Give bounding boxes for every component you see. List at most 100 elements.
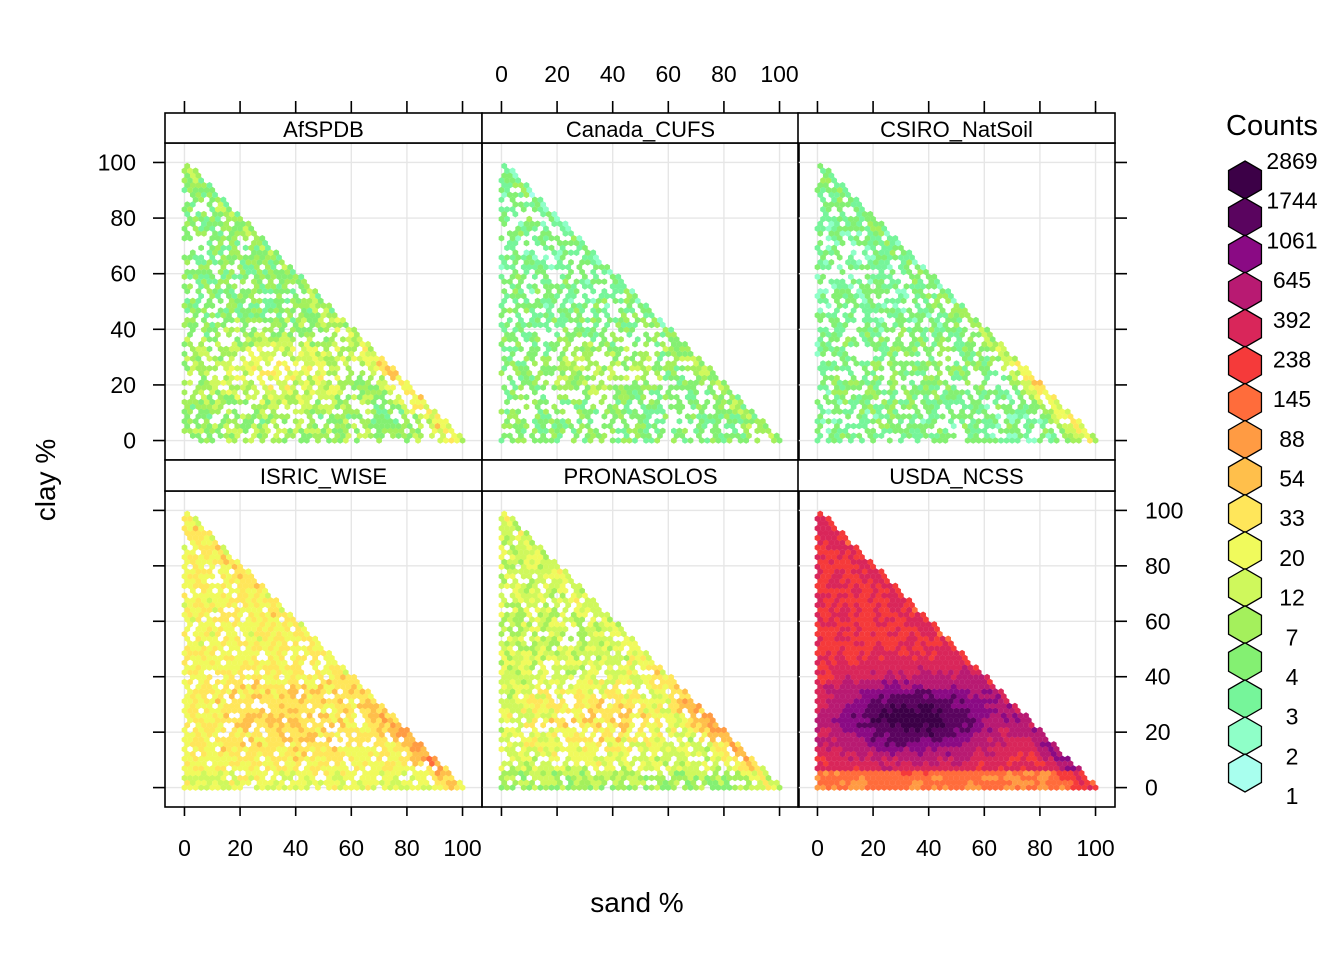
hexbin-cell	[856, 201, 863, 208]
hexbin-cell	[348, 408, 355, 415]
hexbin-cell	[290, 741, 296, 748]
hexbin-cell	[537, 234, 544, 242]
hexbin-cell	[292, 765, 299, 772]
hexbin-cell	[925, 273, 932, 281]
hexbin-cell	[315, 765, 321, 772]
hexbin-cell	[242, 225, 249, 232]
hexbin-cell	[228, 355, 235, 362]
hexbin-cell	[1045, 413, 1052, 420]
hexbin-cell	[256, 336, 263, 343]
hexbin-cell	[206, 393, 213, 401]
hexbin-cell	[845, 220, 851, 228]
hexbin-cell	[909, 331, 915, 338]
hexbin-cell	[984, 326, 990, 334]
hexbin-cell	[212, 220, 218, 228]
hexbin-cell	[814, 292, 821, 300]
hexbin-cell	[242, 437, 249, 444]
hexbin-cell	[309, 755, 316, 763]
hexbin-cell	[856, 210, 863, 218]
hexbin-cell	[612, 374, 619, 382]
hexbin-cell	[434, 779, 441, 787]
hexbin-cell	[914, 321, 921, 329]
hexbin-cell	[220, 312, 227, 319]
hexbin-cell	[270, 437, 277, 444]
hexbin-cell	[259, 340, 266, 348]
hexbin-cell	[687, 350, 694, 358]
hexbin-cell	[900, 432, 907, 439]
hexbin-cell	[709, 369, 716, 377]
hexbin-cell	[825, 302, 832, 309]
hexbin-cell	[545, 326, 552, 334]
hexbin-cell	[867, 403, 874, 411]
hexbin-cell	[668, 365, 674, 372]
hexbin-cell	[1014, 427, 1021, 435]
hexbin-cell	[906, 432, 913, 439]
hexbin-cell	[290, 393, 296, 401]
hexbin-cell	[518, 230, 524, 237]
hexbin-cell	[306, 365, 313, 372]
hexbin-cell	[959, 331, 965, 338]
hexbin-cell	[856, 422, 863, 430]
hexbin-cell	[646, 413, 652, 420]
hexbin-cell	[198, 215, 204, 223]
hexbin-cell	[515, 302, 521, 309]
hexbin-cell	[939, 345, 946, 353]
hexbin-cell	[931, 389, 938, 396]
hexbin-cell	[259, 350, 266, 358]
hexbin-cell	[657, 393, 663, 401]
hexbin-cell	[817, 239, 824, 247]
hexbin-cell	[562, 239, 569, 247]
hexbin-cell	[623, 422, 630, 430]
hexbin-cell	[601, 393, 608, 401]
hexbin-cell	[206, 259, 213, 266]
hexbin-cell	[370, 389, 377, 396]
hexbin-cell	[817, 230, 824, 237]
hexbin-cell	[601, 384, 608, 391]
hexbin-cell	[201, 259, 207, 266]
hexbin-cell	[836, 437, 843, 444]
hexbin-cell	[593, 369, 599, 377]
hexbin-cell	[195, 345, 202, 353]
hexbin-cell	[512, 230, 519, 237]
hexbin-cell	[909, 379, 915, 387]
hexbin-cell	[195, 230, 202, 237]
hexbin-cell	[911, 259, 918, 266]
hexbin-cell	[529, 384, 535, 391]
hexbin-cell	[395, 422, 402, 430]
hexbin-cell	[253, 389, 260, 396]
hexbin-cell	[201, 422, 207, 430]
hexbin-cell	[251, 760, 257, 767]
hexbin-cell	[273, 336, 280, 343]
hexbin-cell	[267, 316, 274, 324]
hexbin-cell	[850, 307, 857, 314]
hexbin-cell	[948, 408, 954, 415]
hexbin-cell	[198, 437, 204, 444]
hexbin-cell	[287, 263, 293, 271]
hexbin-cell	[598, 340, 605, 348]
hexbin-cell	[276, 745, 282, 753]
hexbin-cell	[237, 745, 243, 753]
hexbin-cell	[848, 437, 854, 444]
hexbin-cell	[532, 263, 538, 271]
hexbin-cell	[817, 365, 824, 372]
hexbin-cell	[287, 389, 293, 396]
hexbin-cell	[573, 239, 580, 247]
hexbin-cell	[978, 355, 985, 362]
hexbin-cell	[931, 340, 938, 348]
hexbin-cell	[884, 413, 890, 420]
hexbin-cell	[687, 379, 694, 387]
hexbin-cell	[626, 427, 633, 435]
hexbin-cell	[376, 379, 382, 387]
hexbin-cell	[223, 268, 230, 276]
strip-label: ISRIC_WISE	[260, 464, 387, 489]
hexbin-cell	[859, 206, 865, 213]
hexbin-cell	[712, 432, 719, 439]
hexbin-cell	[240, 297, 246, 305]
hexbin-cell	[532, 254, 538, 261]
hexbin-cell	[187, 321, 193, 329]
hexbin-cell	[203, 283, 210, 290]
hexbin-cell	[309, 312, 316, 319]
hexbin-cell	[390, 779, 396, 787]
hexbin-cell	[850, 355, 857, 362]
hexbin-cell	[342, 437, 349, 444]
